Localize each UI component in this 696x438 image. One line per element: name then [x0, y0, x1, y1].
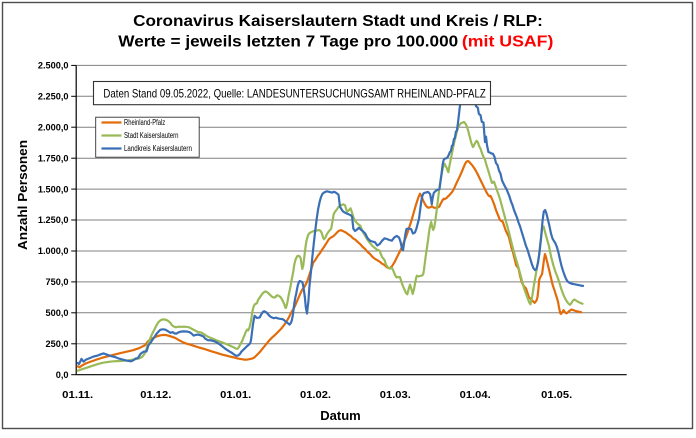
svg-text:1.500,0: 1.500,0	[38, 184, 69, 194]
svg-text:2.250,0: 2.250,0	[38, 92, 69, 102]
svg-text:750,0: 750,0	[46, 277, 69, 287]
svg-text:1.250,0: 1.250,0	[38, 215, 69, 225]
svg-text:01.01.: 01.01.	[220, 390, 251, 401]
svg-text:0,0: 0,0	[56, 370, 69, 380]
svg-text:2.500,0: 2.500,0	[38, 61, 69, 71]
svg-text:2.000,0: 2.000,0	[38, 122, 69, 132]
svg-text:Anzahl Personen: Anzahl Personen	[15, 140, 30, 250]
svg-text:01.04.: 01.04.	[460, 390, 491, 401]
svg-text:1.750,0: 1.750,0	[38, 153, 69, 163]
svg-text:Coronavirus Kaiserslautern Sta: Coronavirus Kaiserslautern Stadt und Kre…	[133, 13, 543, 30]
svg-text:Daten Stand 09.05.2022, Quelle: Daten Stand 09.05.2022, Quelle: LANDESUN…	[103, 86, 485, 100]
svg-text:Landkreis Kaiserslautern: Landkreis Kaiserslautern	[124, 144, 192, 153]
svg-text:Werte = jeweils letzten 7 Tage: Werte = jeweils letzten 7 Tage pro 100.0…	[118, 34, 458, 51]
svg-text:1.000,0: 1.000,0	[38, 246, 69, 256]
svg-text:01.12.: 01.12.	[140, 390, 171, 401]
svg-text:500,0: 500,0	[46, 308, 69, 318]
svg-text:01.03.: 01.03.	[380, 390, 411, 401]
svg-text:01.02.: 01.02.	[300, 390, 331, 401]
svg-text:01.05.: 01.05.	[541, 390, 572, 401]
svg-text:01.11.: 01.11.	[62, 390, 93, 401]
svg-text:Datum: Datum	[320, 408, 360, 423]
svg-text:Rheinland-Pfalz: Rheinland-Pfalz	[124, 118, 165, 127]
svg-text:Stadt Kaiserslautern: Stadt Kaiserslautern	[124, 131, 179, 140]
svg-text:250,0: 250,0	[46, 339, 69, 349]
svg-text:(mit USAF): (mit USAF)	[462, 34, 553, 51]
